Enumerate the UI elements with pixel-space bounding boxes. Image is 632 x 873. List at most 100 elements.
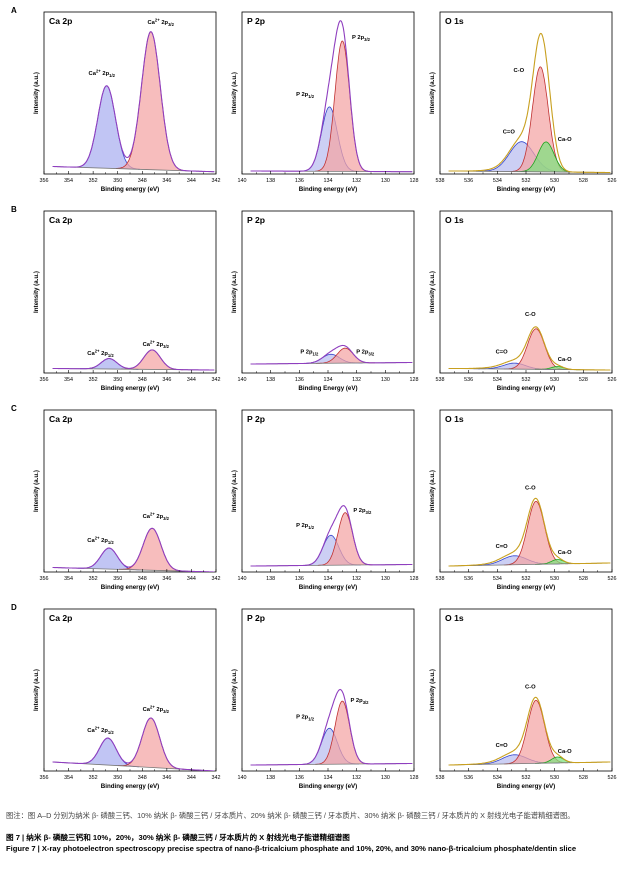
x-tick-label: 354 [64,178,73,184]
y-axis-label: Intensity (a.u.) [231,271,238,313]
panel-title: O 1s [445,414,464,424]
x-tick-label: 134 [324,377,333,383]
plot-frame [43,11,217,175]
x-tick-label: 534 [493,178,502,184]
x-tick-label: 134 [324,775,333,781]
peak-label: C=O [496,350,509,356]
peak-label: Ca-O [558,749,572,755]
peak-label: Ca2+ 2p3/2 [148,18,175,27]
plot-area [52,717,215,771]
panel-title: Ca 2p [49,414,72,424]
peak-fill [315,701,370,765]
x-tick-label: 530 [550,576,559,582]
plot-area [448,326,611,371]
x-tick-label: 140 [238,377,247,383]
panel-title: Ca 2p [49,613,72,623]
x-tick-label: 130 [381,178,390,184]
peak-fill [299,106,359,172]
y-axis-label: Intensity (a.u.) [33,271,40,313]
plot-area [52,31,215,173]
x-tick-label: 536 [464,178,473,184]
x-tick-label: 342 [212,377,221,383]
row-label-b: B [11,205,17,214]
figure-note: 图注：图 A–D 分别为纳米 β- 磷酸三钙、10% 纳米 β- 磷酸三钙 / … [6,811,575,820]
x-tick-label: 526 [608,576,617,582]
peak-fill [73,85,140,170]
x-tick-label: 140 [238,775,247,781]
x-tick-label: 534 [493,775,502,781]
x-axis-label: Binding energy (eV) [299,584,357,591]
y-axis-label: Intensity (a.u.) [33,72,40,114]
x-tick-label: 132 [352,377,361,383]
peak-fill [299,728,359,765]
x-tick-label: 346 [162,178,171,184]
x-axis-label: Binding energy (eV) [497,783,555,790]
panel-title: P 2p [247,215,265,225]
x-tick-label: 526 [608,775,617,781]
plot-frame [43,210,217,374]
peak-fill [116,31,186,171]
panel-title: P 2p [247,16,265,26]
x-tick-label: 528 [579,775,588,781]
x-tick-label: 342 [212,775,221,781]
panel-a-o: 538 536 534 532 530 528 526 Binding energy (eV)… [429,11,617,193]
envelope-curve [52,717,215,771]
y-axis-label: Intensity (a.u.) [429,271,436,313]
x-tick-label: 532 [522,377,531,383]
x-tick-label: 132 [352,775,361,781]
x-tick-label: 356 [40,178,49,184]
x-tick-label: 526 [608,377,617,383]
x-tick-label: 138 [266,576,275,582]
x-tick-label: 352 [89,178,98,184]
x-tick-label: 134 [324,178,333,184]
envelope-curve [448,326,611,371]
x-tick-label: 532 [522,775,531,781]
x-tick-label: 530 [550,775,559,781]
x-tick-label: 538 [436,775,445,781]
x-tick-label: 528 [579,377,588,383]
plot-frame [241,210,415,374]
x-tick-label: 352 [89,576,98,582]
y-axis-label: Intensity (a.u.) [33,470,40,512]
x-tick-label: 344 [187,775,196,781]
x-tick-label: 532 [522,178,531,184]
plot-area [250,505,413,567]
peak-label: Ca2+ 2p3/2 [143,512,170,521]
peak-label: P 2p1/2 [296,523,315,530]
peak-label: P 2p3/2 [352,35,371,42]
plot-area [250,344,413,365]
envelope-curve [448,696,611,766]
panel-title: P 2p [247,613,265,623]
x-tick-label: 354 [64,775,73,781]
x-tick-label: 354 [64,576,73,582]
x-tick-label: 534 [493,377,502,383]
y-axis-label: Intensity (a.u.) [429,72,436,114]
x-tick-label: 130 [381,576,390,582]
x-tick-label: 342 [212,178,221,184]
figure-title-en: Figure 7 | X-ray photoelectron spectrosc… [6,844,577,853]
peak-label: C-O [525,486,536,492]
peak-label: C=O [496,743,509,749]
x-tick-label: 140 [238,576,247,582]
x-tick-label: 140 [238,178,247,184]
x-tick-label: 536 [464,775,473,781]
panel-c-ca: 356 354 352 350 348 346 344 342 Binding energy (… [33,409,221,591]
x-tick-label: 136 [295,576,304,582]
peak-fill [117,718,184,770]
plot-area [52,527,215,572]
x-tick-label: 530 [550,178,559,184]
y-axis-label: Intensity (a.u.) [231,72,238,114]
x-tick-label: 348 [138,178,147,184]
x-tick-label: 138 [266,775,275,781]
x-tick-label: 348 [138,775,147,781]
peak-fill [119,528,186,572]
peak-label: Ca2+ 2p1/2 [89,69,116,78]
x-tick-label: 530 [550,377,559,383]
x-tick-label: 348 [138,377,147,383]
plot-frame [43,409,217,573]
x-tick-label: 136 [295,775,304,781]
x-tick-label: 132 [352,178,361,184]
x-axis-label: Binding energy (eV) [101,783,159,790]
x-axis-label: Binding energy (eV) [299,783,357,790]
row-label-a: A [11,6,17,15]
